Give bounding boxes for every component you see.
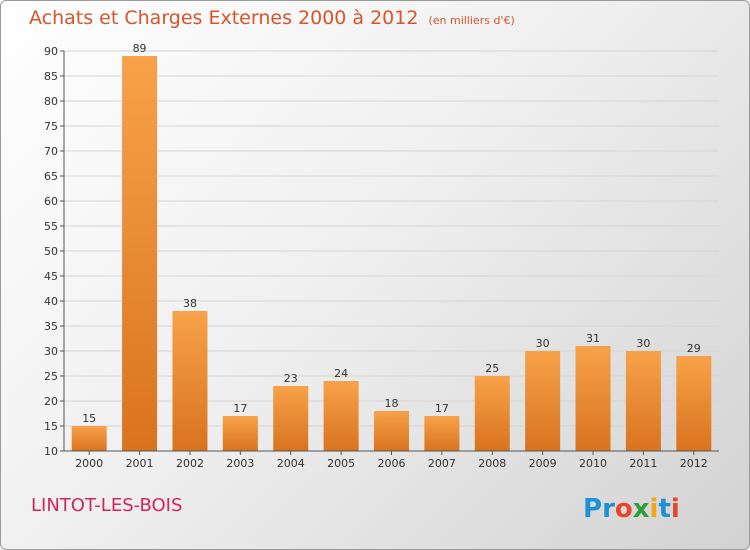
chart-title-block: Achats et Charges Externes 2000 à 2012 (e… bbox=[29, 7, 515, 29]
y-tick-label: 10 bbox=[44, 445, 58, 458]
labels: 15 2000 89 2001 38 2002 17 2003 23 2004 24 2005 18 20… bbox=[75, 42, 708, 470]
y-tick-label: 30 bbox=[44, 345, 58, 358]
value-label-2001: 89 bbox=[133, 42, 147, 55]
proxiti-logo: Proxiti bbox=[583, 494, 680, 524]
y-tick-label: 55 bbox=[44, 220, 58, 233]
y-tick-label: 50 bbox=[44, 245, 58, 258]
chart-unit: (en milliers d'€) bbox=[428, 14, 515, 27]
bar-2004 bbox=[273, 386, 309, 451]
commune-name: LINTOT-LES-BOIS bbox=[31, 495, 183, 516]
x-tick-label-2005: 2005 bbox=[327, 457, 355, 470]
y-tick-label: 40 bbox=[44, 295, 58, 308]
y-tick-label: 65 bbox=[44, 170, 58, 183]
x-tick-label-2000: 2000 bbox=[75, 457, 103, 470]
bar-2009 bbox=[525, 351, 561, 451]
bar-2001 bbox=[122, 56, 158, 451]
value-label-2012: 29 bbox=[687, 342, 701, 355]
y-tick-label: 85 bbox=[44, 70, 58, 83]
x-tick-label-2002: 2002 bbox=[176, 457, 204, 470]
bar-2008 bbox=[474, 376, 510, 451]
axes: 10 15 20 25 30 35 40 45 50 55 60 65 70 75 80 85 90 bbox=[44, 45, 719, 458]
bar-2010 bbox=[575, 346, 611, 451]
chart-title: Achats et Charges Externes 2000 à 2012 bbox=[29, 7, 419, 29]
bar-2005 bbox=[323, 381, 359, 451]
value-label-2006: 18 bbox=[385, 397, 399, 410]
bar-2000 bbox=[71, 426, 107, 451]
x-tick-label-2011: 2011 bbox=[629, 457, 657, 470]
x-tick-label-2009: 2009 bbox=[529, 457, 557, 470]
value-label-2009: 30 bbox=[536, 337, 550, 350]
y-tick-label: 75 bbox=[44, 120, 58, 133]
x-tick-label-2006: 2006 bbox=[378, 457, 406, 470]
bar-2003 bbox=[222, 416, 258, 451]
bar-2012 bbox=[676, 356, 712, 451]
svg-text:Proxiti: Proxiti bbox=[583, 494, 680, 524]
value-label-2007: 17 bbox=[435, 402, 449, 415]
y-tick-label: 20 bbox=[44, 395, 58, 408]
x-tick-label-2010: 2010 bbox=[579, 457, 607, 470]
bar-2011 bbox=[625, 351, 661, 451]
value-label-2008: 25 bbox=[485, 362, 499, 375]
grid-lines bbox=[64, 50, 719, 427]
x-tick-label-2004: 2004 bbox=[277, 457, 305, 470]
x-tick-label-2003: 2003 bbox=[226, 457, 254, 470]
value-label-2011: 30 bbox=[636, 337, 650, 350]
x-tick-label-2008: 2008 bbox=[478, 457, 506, 470]
x-tick-label-2007: 2007 bbox=[428, 457, 456, 470]
y-tick-label: 60 bbox=[44, 195, 58, 208]
bar-2007 bbox=[424, 416, 460, 451]
value-label-2005: 24 bbox=[334, 367, 348, 380]
x-tick-label-2012: 2012 bbox=[680, 457, 708, 470]
y-tick-label: 35 bbox=[44, 320, 58, 333]
value-label-2000: 15 bbox=[82, 412, 96, 425]
value-label-2010: 31 bbox=[586, 332, 600, 345]
y-tick-label: 45 bbox=[44, 270, 58, 283]
y-tick-label: 80 bbox=[44, 95, 58, 108]
x-tick-label-2001: 2001 bbox=[126, 457, 154, 470]
y-tick-label: 25 bbox=[44, 370, 58, 383]
bars bbox=[71, 56, 712, 451]
bar-2006 bbox=[374, 411, 409, 451]
value-label-2004: 23 bbox=[284, 372, 298, 385]
value-label-2002: 38 bbox=[183, 297, 197, 310]
value-label-2003: 17 bbox=[233, 402, 247, 415]
bar-2002 bbox=[172, 311, 208, 451]
y-tick-label: 15 bbox=[44, 420, 58, 433]
y-tick-label: 70 bbox=[44, 145, 58, 158]
y-tick-label: 90 bbox=[44, 45, 58, 58]
